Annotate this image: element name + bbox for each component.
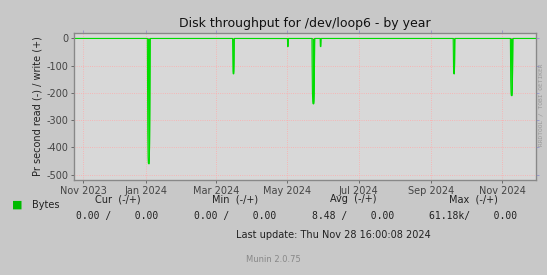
Text: 0.00 /    0.00: 0.00 / 0.00	[77, 211, 159, 221]
Title: Disk throughput for /dev/loop6 - by year: Disk throughput for /dev/loop6 - by year	[179, 17, 431, 31]
Text: RRDTOOL / TOBI OETIKER: RRDTOOL / TOBI OETIKER	[538, 63, 543, 146]
Text: Avg  (-/+): Avg (-/+)	[329, 194, 376, 204]
Text: Max  (-/+): Max (-/+)	[449, 194, 498, 204]
Text: Cur  (-/+): Cur (-/+)	[95, 194, 141, 204]
Text: Munin 2.0.75: Munin 2.0.75	[246, 255, 301, 264]
Text: Min  (-/+): Min (-/+)	[212, 194, 258, 204]
Text: 8.48 /    0.00: 8.48 / 0.00	[312, 211, 394, 221]
Text: 0.00 /    0.00: 0.00 / 0.00	[194, 211, 276, 221]
Text: ■: ■	[12, 200, 22, 210]
Text: Last update: Thu Nov 28 16:00:08 2024: Last update: Thu Nov 28 16:00:08 2024	[236, 230, 431, 240]
Text: 61.18k/    0.00: 61.18k/ 0.00	[429, 211, 517, 221]
Text: Bytes: Bytes	[32, 200, 59, 210]
Y-axis label: Pr second read (-) / write (+): Pr second read (-) / write (+)	[32, 37, 42, 177]
